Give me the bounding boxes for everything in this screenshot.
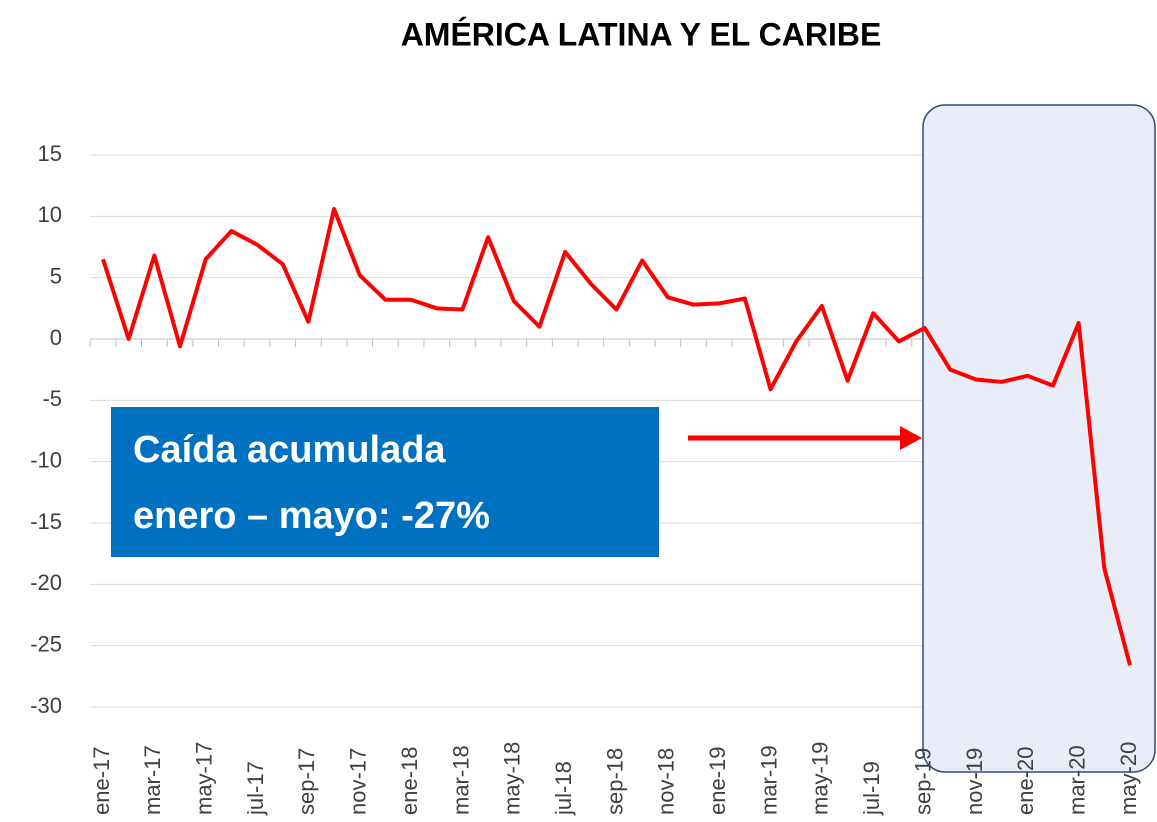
x-tick-label: mar-17	[140, 745, 165, 815]
annotation-text: enero – mayo: -27%	[133, 495, 490, 537]
x-tick-label: may-18	[500, 742, 525, 815]
x-tick-label: ene-17	[89, 746, 114, 815]
y-tick-label: -30	[30, 693, 62, 718]
x-tick-label: may-17	[192, 742, 217, 815]
x-tick-label: sep-18	[602, 748, 627, 815]
x-tick-label: sep-17	[294, 748, 319, 815]
highlight-box	[922, 104, 1156, 773]
x-tick-label: mar-18	[448, 745, 473, 815]
x-tick-label: may-19	[808, 742, 833, 815]
x-tick-label: sep-19	[910, 748, 935, 815]
y-tick-label: -25	[30, 631, 62, 656]
y-tick-label: 0	[50, 325, 62, 350]
x-tick-label: ene-20	[1013, 746, 1038, 815]
chart-title: AMÉRICA LATINA Y EL CARIBE	[401, 16, 882, 52]
x-tick-label: jul-17	[243, 761, 268, 816]
y-tick-label: 10	[38, 202, 62, 227]
arrow-head	[900, 426, 922, 450]
x-tick-label: ene-19	[705, 746, 730, 815]
x-tick-label: nov-18	[654, 748, 679, 815]
x-tick-label: mar-20	[1064, 745, 1089, 815]
x-tick-label: jul-18	[551, 761, 576, 816]
x-tick-label: mar-19	[756, 745, 781, 815]
data-line	[101, 206, 1132, 666]
y-tick-label: 15	[38, 141, 62, 166]
y-tick-label: -5	[42, 386, 62, 411]
y-tick-label: -15	[30, 509, 62, 534]
x-tick-label: jul-19	[859, 761, 884, 816]
annotation-box	[111, 407, 659, 557]
y-tick-label: -20	[30, 570, 62, 595]
y-tick-label: -10	[30, 447, 62, 472]
x-tick-label: ene-18	[397, 746, 422, 815]
x-tick-label: nov-19	[962, 748, 987, 815]
x-tick-label: nov-17	[346, 748, 371, 815]
x-tick-label: may-20	[1116, 742, 1141, 815]
annotation-text: Caída acumulada	[133, 429, 446, 471]
y-tick-label: 5	[50, 263, 62, 288]
